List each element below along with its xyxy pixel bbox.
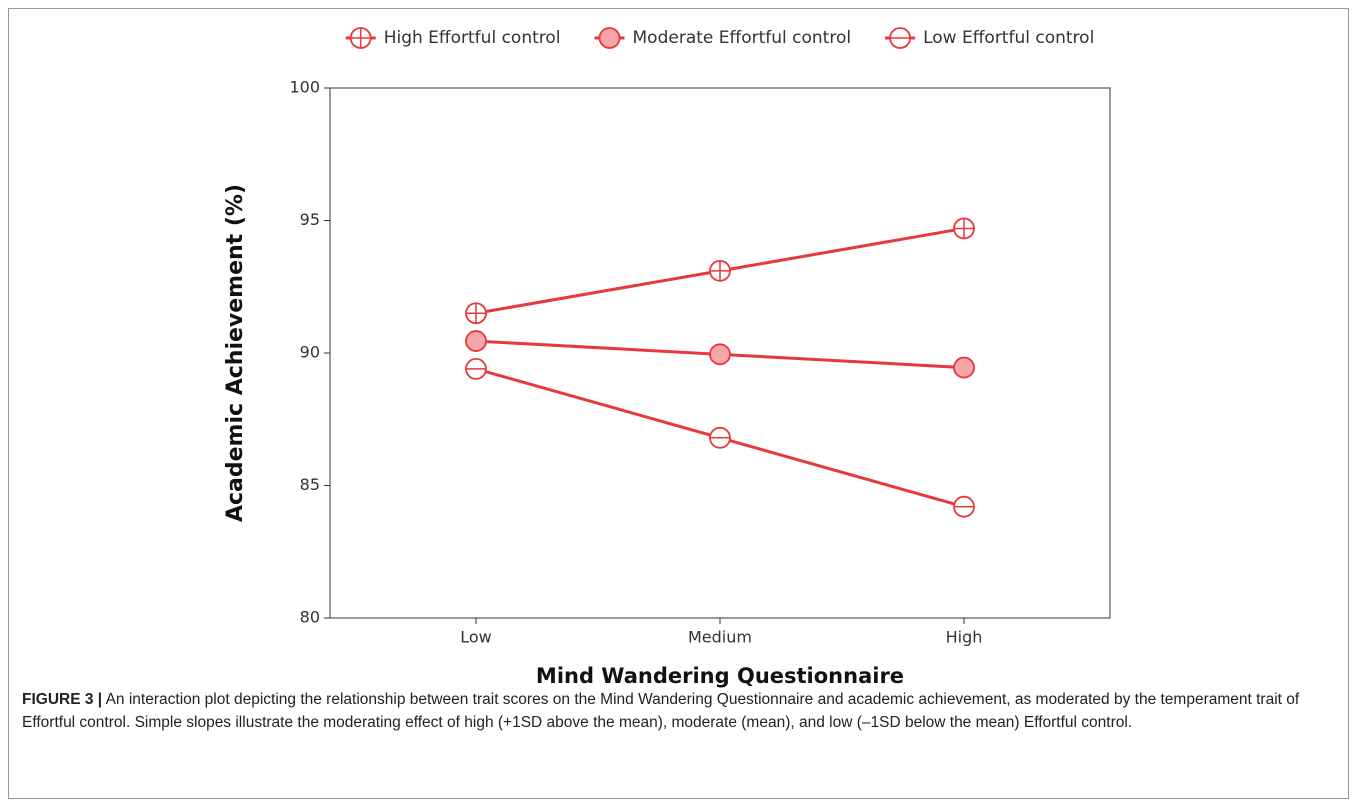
caption: FIGURE 3 | An interaction plot depicting… bbox=[22, 688, 1332, 734]
y-tick-label: 80 bbox=[300, 608, 320, 627]
marker bbox=[465, 357, 487, 380]
legend-label: High Effortful control bbox=[384, 28, 561, 48]
legend-item: Moderate Effortful control bbox=[594, 27, 852, 49]
y-tick-label: 95 bbox=[300, 210, 320, 229]
y-tick-label: 100 bbox=[289, 78, 320, 97]
x-tick-label: Low bbox=[460, 628, 492, 647]
y-tick-label: 90 bbox=[300, 343, 320, 362]
marker bbox=[889, 27, 911, 49]
legend-label: Moderate Effortful control bbox=[633, 28, 852, 48]
caption-label: FIGURE 3 | bbox=[22, 691, 103, 708]
x-tick-label: Medium bbox=[688, 628, 752, 647]
y-axis-title: Academic Achievement (%) bbox=[223, 184, 248, 522]
legend-item: Low Effortful control bbox=[885, 27, 1094, 49]
y-tick-label: 85 bbox=[300, 475, 320, 494]
point bbox=[709, 343, 731, 366]
point bbox=[465, 330, 487, 352]
marker bbox=[465, 302, 487, 325]
marker bbox=[953, 356, 975, 379]
marker bbox=[598, 27, 621, 49]
x-axis-title: Mind Wandering Questionnaire bbox=[536, 664, 904, 688]
marker bbox=[709, 259, 731, 282]
x-tick-label: High bbox=[946, 628, 983, 647]
marker bbox=[709, 426, 731, 449]
marker bbox=[349, 27, 372, 49]
figure-border bbox=[8, 8, 1349, 799]
caption-text: An interaction plot depicting the relati… bbox=[22, 691, 1300, 731]
marker bbox=[709, 343, 731, 366]
point bbox=[953, 356, 975, 379]
marker bbox=[465, 330, 487, 352]
legend: High Effortful control Moderate Effortful… bbox=[345, 27, 1094, 49]
legend-label: Low Effortful control bbox=[923, 28, 1094, 48]
legend-marker bbox=[598, 27, 621, 49]
marker bbox=[953, 495, 975, 518]
legend-item: High Effortful control bbox=[345, 27, 561, 49]
marker bbox=[953, 217, 975, 240]
